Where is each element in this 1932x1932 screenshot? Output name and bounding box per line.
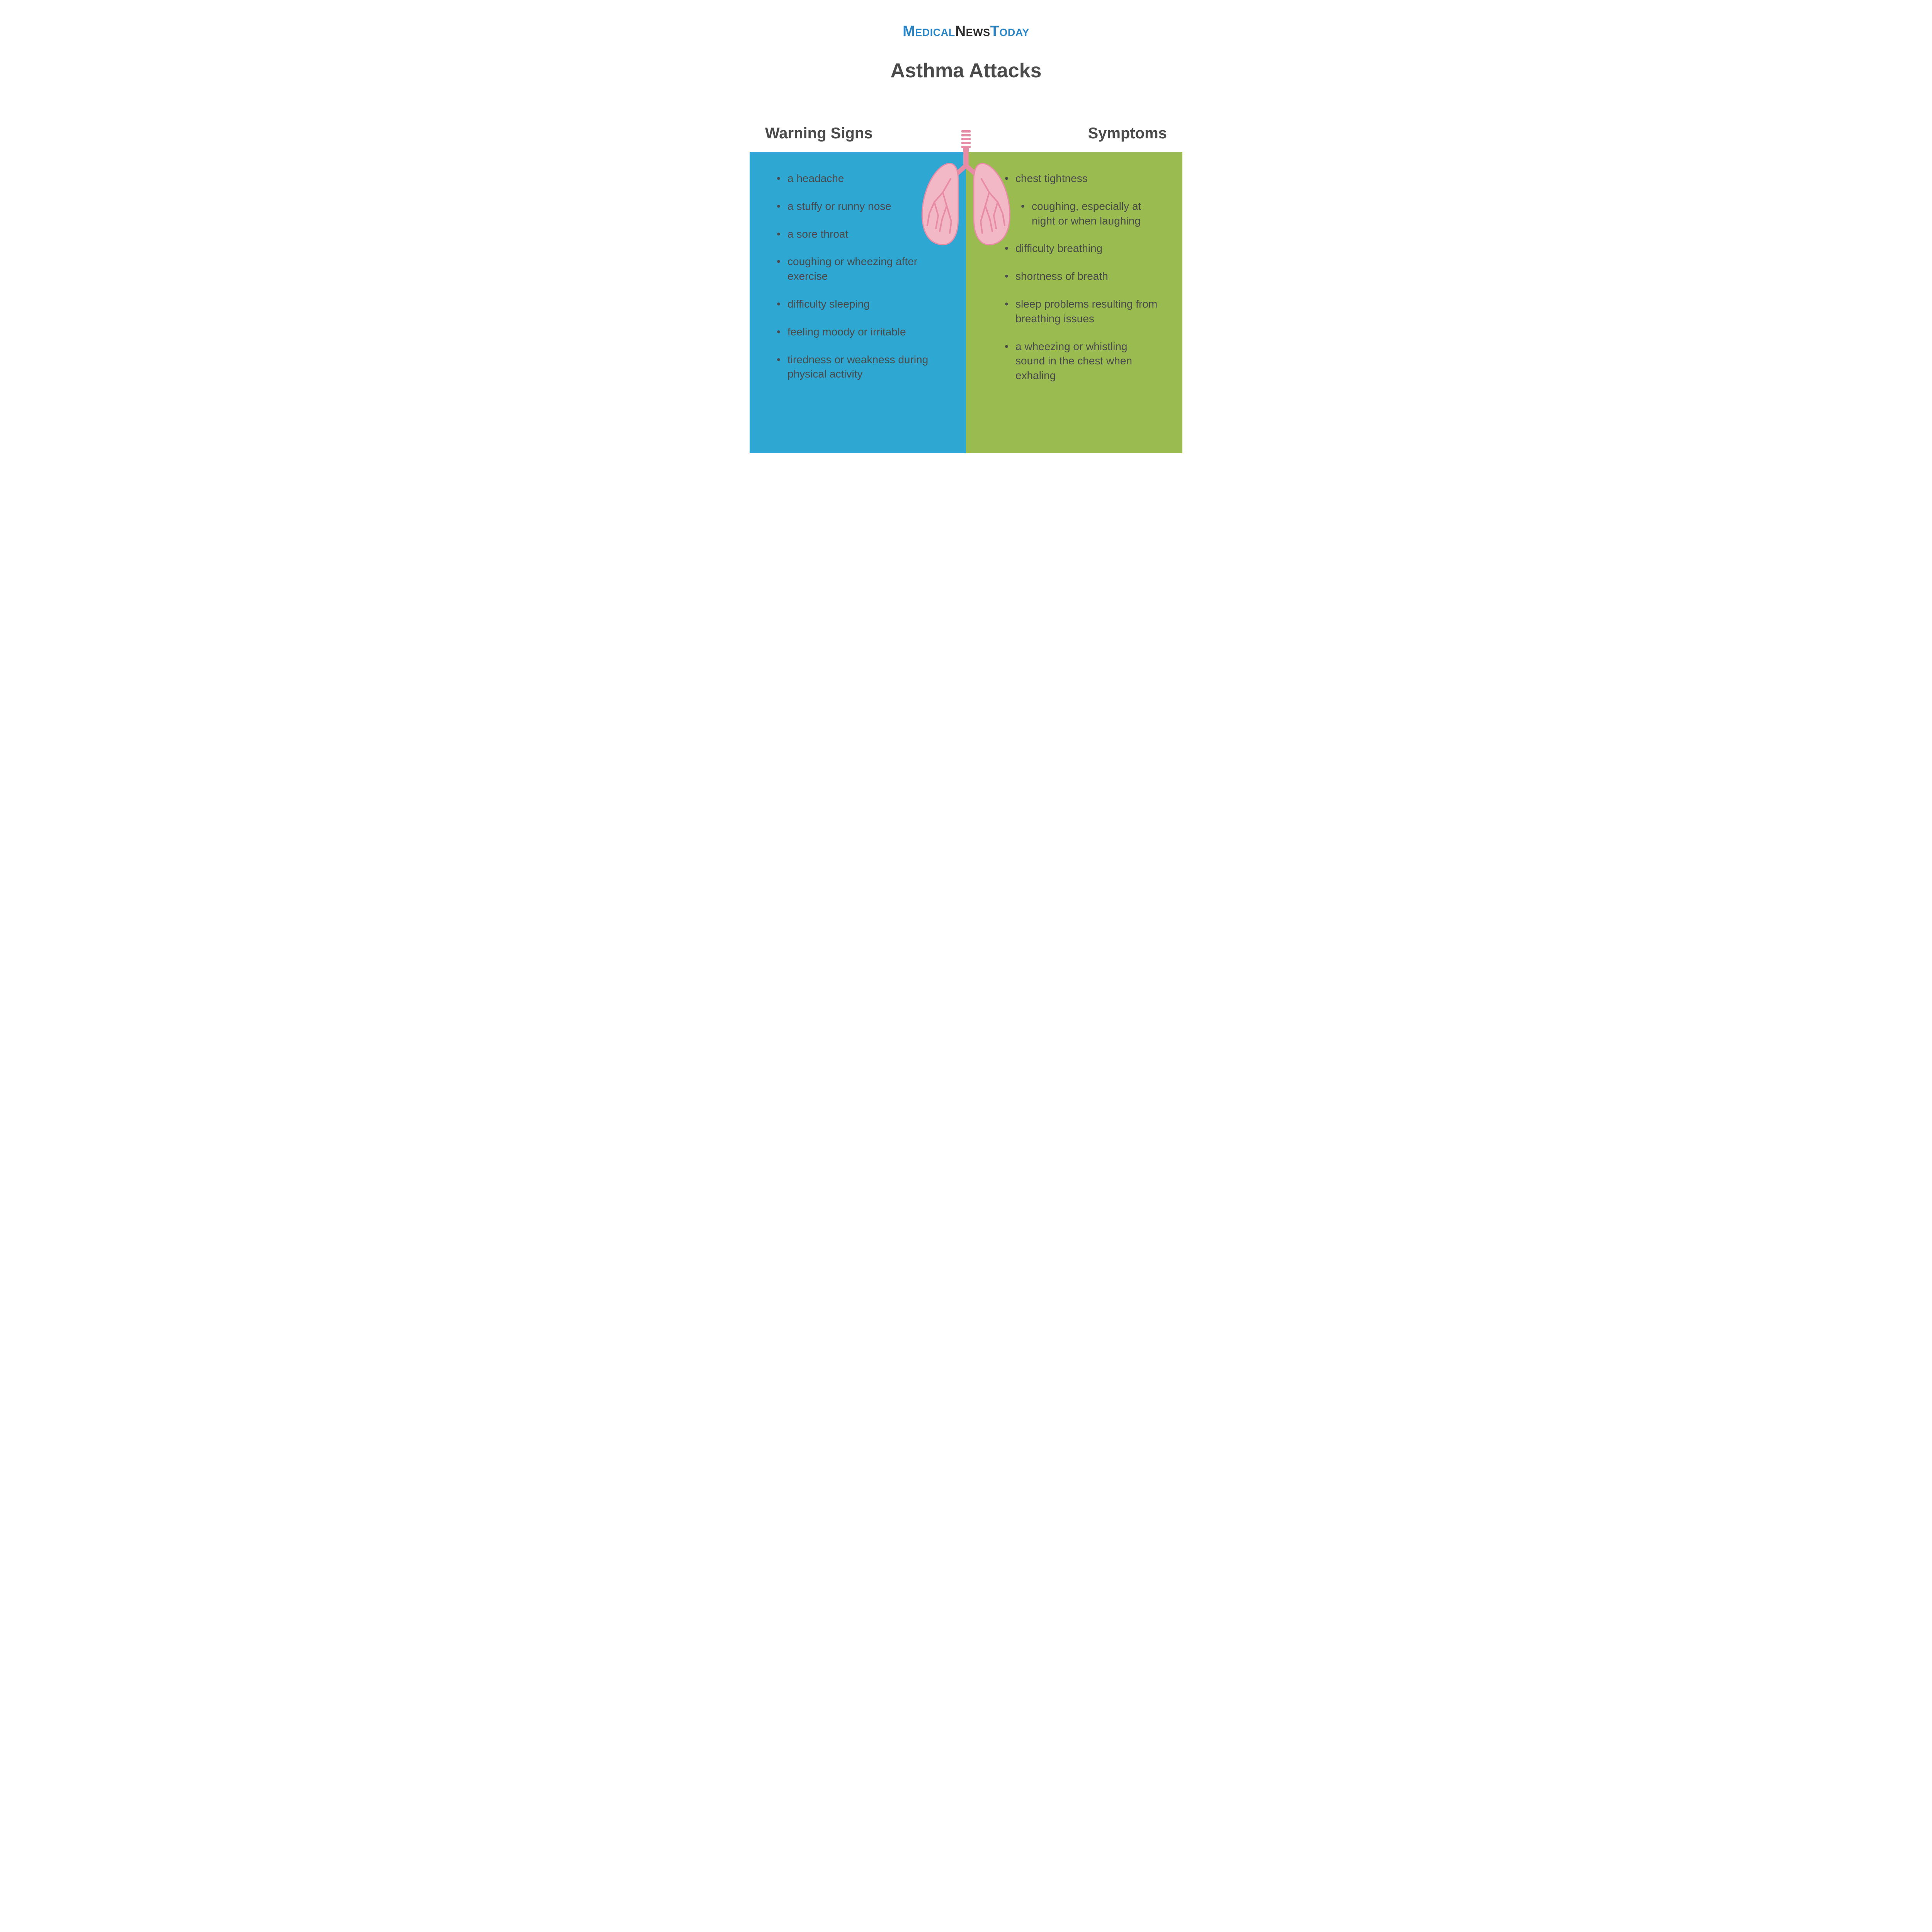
- page-title: Asthma Attacks: [750, 59, 1182, 82]
- list-item: coughing or wheezing after exercise: [777, 254, 943, 284]
- brand-seg-2: News: [955, 23, 990, 39]
- list-item: chest tightness: [1005, 171, 1159, 186]
- list-item: shortness of breath: [1005, 269, 1159, 284]
- list-item: coughing, especially at night or when la…: [1005, 199, 1159, 228]
- column-header-left: Warning Signs: [750, 125, 888, 150]
- list-item: a wheezing or whistling sound in the che…: [1005, 339, 1159, 383]
- content-area: Warning Signs a headache a stuffy or run…: [750, 152, 1182, 453]
- lungs-icon: [904, 129, 1028, 252]
- list-item: feeling moody or irritable: [777, 325, 943, 339]
- list-item: difficulty breathing: [1005, 241, 1159, 256]
- list-item: sleep problems resulting from breathing …: [1005, 297, 1159, 326]
- brand-seg-1: Medical: [903, 23, 955, 39]
- symptoms-list: chest tightness coughing, especially at …: [1005, 171, 1159, 383]
- brand-seg-3: Today: [990, 23, 1029, 39]
- brand-logo: MedicalNewsToday: [750, 23, 1182, 40]
- list-item: tiredness or weakness during physical ac…: [777, 352, 943, 382]
- list-item: difficulty sleeping: [777, 297, 943, 311]
